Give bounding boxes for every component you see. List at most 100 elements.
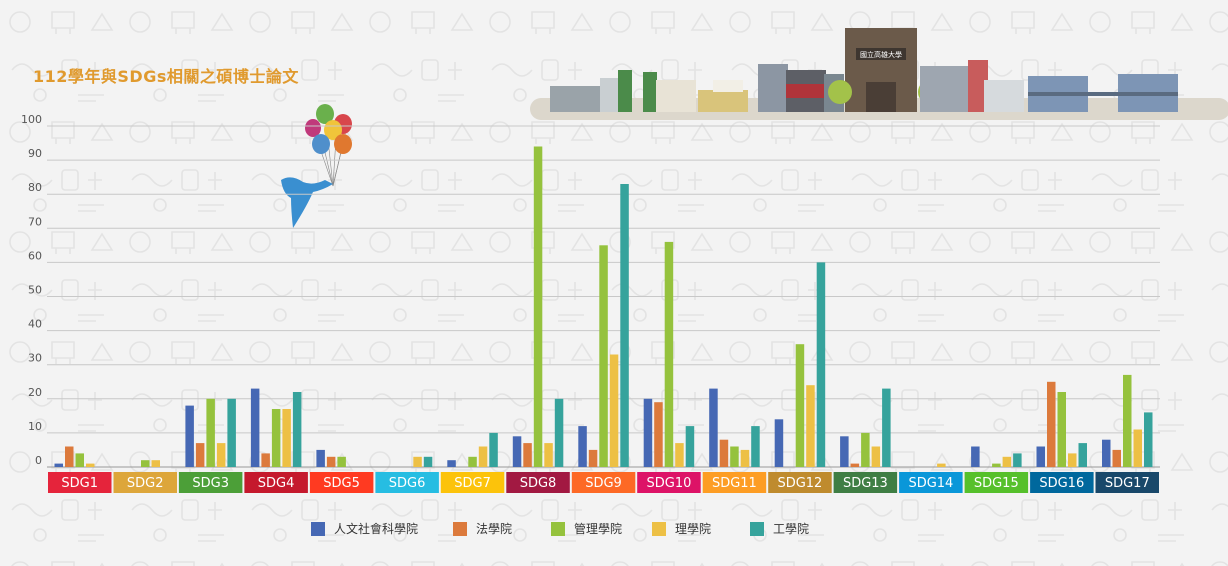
x-axis: SDG1 SDG2 SDG3 SDG4 SDG5 SDG6 SDG7 SDG8 SDG9 SDG1…	[48, 472, 1159, 493]
bar	[1123, 374, 1132, 467]
bar	[316, 449, 325, 467]
bar	[664, 241, 674, 467]
bar	[719, 439, 729, 467]
bar	[774, 419, 784, 467]
category-label-box	[964, 472, 1029, 493]
category-label-box	[1095, 472, 1159, 493]
category-label-box	[637, 472, 701, 493]
bar	[423, 456, 433, 467]
bar	[86, 463, 95, 467]
category-label-box	[702, 472, 767, 493]
bar	[588, 449, 598, 467]
category-label-box	[571, 472, 636, 493]
bar	[620, 184, 629, 467]
bar	[250, 388, 260, 467]
bird-balloons-illustration	[281, 104, 352, 228]
category-label: SDG3	[192, 476, 229, 491]
bar	[643, 398, 653, 467]
category-label: SDG7	[454, 476, 491, 491]
bar	[523, 443, 532, 467]
legend-label: 人文社會科學院	[334, 522, 419, 536]
category-label-box	[48, 472, 112, 493]
category-label-box	[506, 472, 570, 493]
bar	[751, 426, 760, 467]
legend-item: 法學院	[453, 520, 512, 537]
category-label-box	[309, 472, 374, 493]
bar	[992, 463, 1001, 467]
category-label-box	[113, 472, 177, 493]
bar	[512, 436, 522, 467]
bar	[685, 426, 695, 467]
bar	[261, 453, 270, 467]
bar	[326, 456, 336, 467]
category-label: SDG10	[647, 476, 692, 491]
y-tick-label: 100	[21, 113, 42, 126]
bar	[709, 388, 718, 467]
bar	[730, 446, 739, 467]
y-tick-label: 40	[28, 318, 42, 331]
bar	[54, 463, 63, 467]
bar	[740, 449, 750, 467]
bar	[282, 409, 291, 467]
category-label: SDG9	[585, 476, 622, 491]
category-label: SDG11	[712, 476, 757, 491]
bar	[141, 460, 150, 467]
bar	[937, 463, 946, 467]
category-label-box	[244, 472, 308, 493]
bar	[337, 456, 346, 467]
legend-item: 工學院	[750, 520, 809, 537]
bar	[795, 344, 805, 467]
category-label: SDG12	[777, 476, 822, 491]
bar	[271, 409, 281, 467]
legend-label: 工學院	[773, 522, 810, 536]
building-sign: 國立高雄大學	[860, 50, 902, 59]
legend-swatch	[311, 521, 325, 536]
legend-swatch	[652, 521, 666, 536]
bar	[533, 146, 543, 467]
bar	[599, 245, 608, 467]
bar	[195, 443, 205, 467]
campus-illustration: 國立高雄大學	[530, 28, 1228, 120]
bar	[1144, 412, 1153, 467]
category-label-box	[833, 472, 898, 493]
category-label-box	[375, 472, 439, 493]
bar	[675, 443, 684, 467]
bar	[654, 402, 663, 467]
category-label-box	[1030, 472, 1094, 493]
bar	[544, 443, 553, 467]
bar	[151, 460, 160, 467]
bar	[850, 463, 860, 467]
y-tick-label: 50	[28, 284, 42, 297]
bar	[1036, 446, 1045, 467]
bar	[971, 446, 980, 467]
category-label: SDG17	[1105, 476, 1150, 491]
bar	[1078, 443, 1087, 467]
chart-title: 112學年與SDGs相關之碩博士論文	[33, 67, 299, 86]
bar	[489, 432, 498, 467]
y-tick-label: 80	[28, 181, 42, 194]
legend: 人文社會科學院 法學院 管理學院 理學院 工學院	[0, 520, 1228, 540]
bar	[578, 426, 587, 467]
category-label: SDG15	[974, 476, 1019, 491]
category-label: SDG6	[389, 476, 426, 491]
category-label: SDG5	[323, 476, 360, 491]
legend-item: 理學院	[652, 520, 711, 537]
bar	[185, 405, 194, 467]
legend-label: 法學院	[476, 522, 513, 536]
bar	[468, 456, 477, 467]
category-label: SDG13	[843, 476, 888, 491]
bar	[1057, 392, 1066, 467]
bar	[206, 398, 215, 467]
category-label-box	[899, 472, 963, 493]
bar	[1013, 453, 1022, 467]
category-label: SDG14	[908, 476, 953, 491]
legend-swatch	[453, 521, 467, 536]
bar	[861, 432, 870, 467]
category-label-box	[440, 472, 505, 493]
bar	[75, 453, 84, 467]
campus-buildings: 國立高雄大學	[550, 28, 1178, 112]
legend-swatch	[750, 521, 764, 536]
y-axis: 0 10 20 30 40 50 60 70 80 90 100	[21, 113, 42, 467]
bar	[1112, 449, 1121, 467]
